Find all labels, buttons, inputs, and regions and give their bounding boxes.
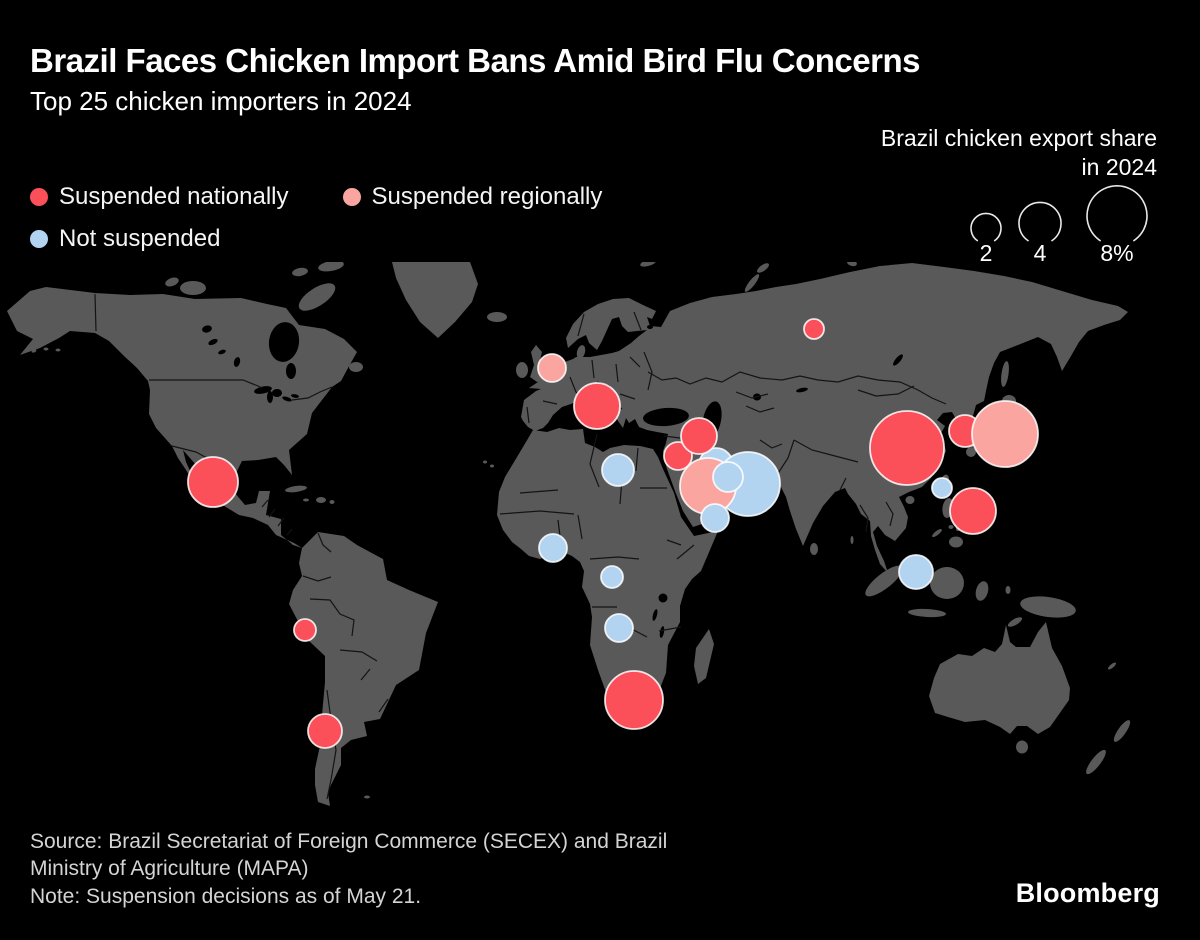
size-legend: Brazil chicken export share in 2024 2 4 8% bbox=[881, 124, 1157, 270]
country-borders bbox=[94, 293, 947, 800]
bubble-japan bbox=[971, 400, 1039, 468]
bubble-west-africa bbox=[538, 533, 568, 563]
legend-item-suspended-regionally: Suspended regionally bbox=[342, 183, 603, 211]
note-line: Note: Suspension decisions as of May 21. bbox=[30, 884, 422, 908]
bubble-russia bbox=[803, 318, 825, 340]
bubble-western-europe bbox=[573, 382, 621, 430]
size-arc-2 bbox=[970, 212, 1002, 242]
bubble-south-africa bbox=[604, 670, 664, 730]
color-legend: Suspended nationally Suspended regionall… bbox=[30, 183, 656, 267]
bubble-central-africa bbox=[600, 565, 624, 589]
legend-dot-regional-icon bbox=[342, 188, 361, 206]
size-label-4: 4 bbox=[1034, 240, 1047, 265]
size-arc-4 bbox=[1018, 201, 1062, 242]
bubble-philippines bbox=[949, 487, 997, 535]
bubble-united-kingdom bbox=[537, 353, 567, 383]
bubble-mexico bbox=[187, 456, 239, 508]
bubble-chile bbox=[307, 713, 343, 749]
source-note: Source: Brazil Secretariat of Foreign Co… bbox=[30, 828, 667, 910]
source-line1: Source: Brazil Secretariat of Foreign Co… bbox=[30, 830, 668, 853]
bubble-china bbox=[869, 410, 945, 486]
legend-item-suspended-nationally: Suspended nationally bbox=[30, 183, 289, 211]
bubble-hong-kong bbox=[931, 477, 953, 499]
size-legend-title-line2: in 2024 bbox=[1081, 154, 1157, 181]
size-legend-title-line1: Brazil chicken export share bbox=[880, 125, 1157, 151]
legend-dot-national-icon bbox=[30, 188, 48, 206]
bubble-libya bbox=[601, 453, 635, 487]
page-subtitle: Top 25 chicken importers in 2024 bbox=[30, 86, 412, 116]
page-title: Brazil Faces Chicken Import Bans Amid Bi… bbox=[30, 42, 920, 79]
bubble-yemen bbox=[700, 503, 730, 533]
bubble-peru bbox=[293, 618, 317, 642]
legend-label: Suspended nationally bbox=[59, 183, 289, 210]
size-label-8%: 8% bbox=[1100, 240, 1133, 265]
bubble-layer bbox=[187, 318, 1039, 749]
bubble-turkey bbox=[680, 417, 718, 455]
bubble-angola bbox=[604, 613, 634, 643]
size-arc-8% bbox=[1086, 184, 1148, 242]
legend-item-not-suspended: Not suspended bbox=[30, 225, 220, 253]
bubble-southeast-asia bbox=[898, 554, 934, 590]
legend-label: Not suspended bbox=[59, 225, 221, 252]
legend-label: Suspended regionally bbox=[371, 183, 603, 210]
bubble-qatar bbox=[712, 461, 744, 493]
bloomberg-logo: Bloomberg bbox=[1015, 878, 1160, 908]
legend-dot-not-suspended-icon bbox=[30, 230, 48, 248]
size-legend-arcs: 2 4 8% bbox=[970, 184, 1148, 266]
size-label-2: 2 bbox=[980, 240, 993, 265]
source-line2: Ministry of Agriculture (MAPA) bbox=[30, 857, 309, 881]
bubble-levant bbox=[663, 441, 693, 471]
